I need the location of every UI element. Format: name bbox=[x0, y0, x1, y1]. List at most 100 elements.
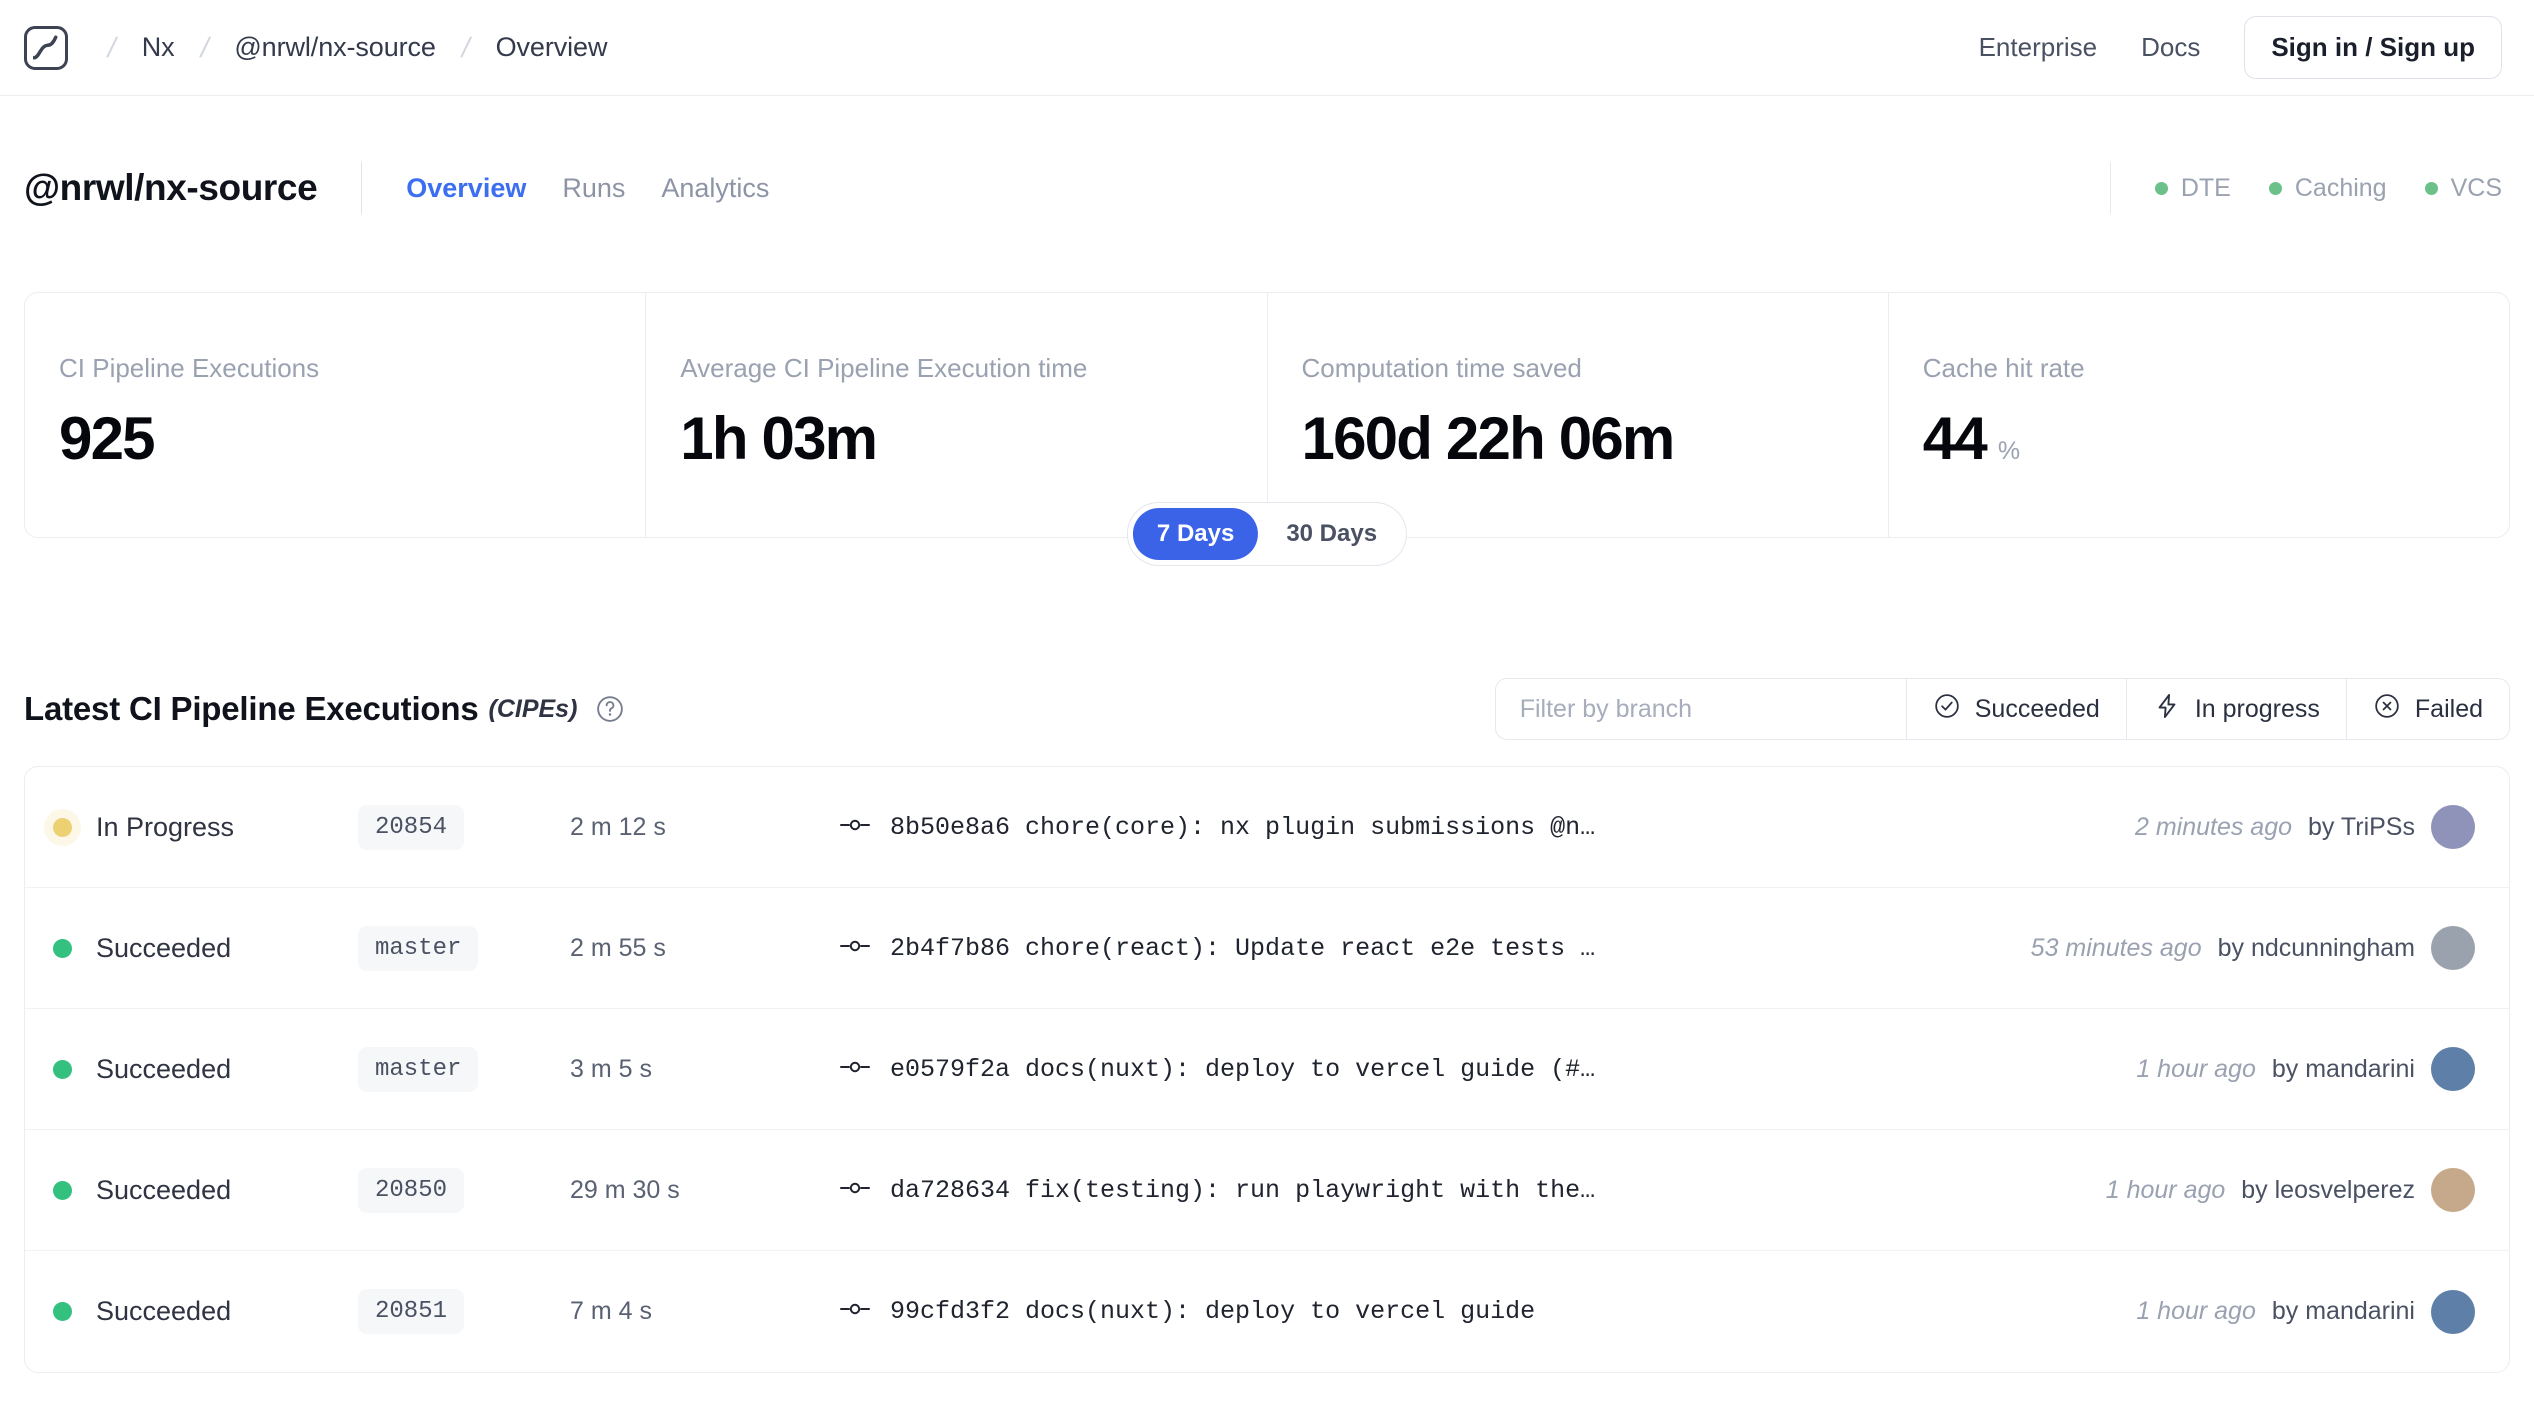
avatar bbox=[2431, 1168, 2475, 1212]
filter-label-in-progress: In progress bbox=[2194, 694, 2320, 723]
git-commit-icon bbox=[840, 1299, 870, 1324]
cipe-filter-bar: Succeeded In progress Failed bbox=[1494, 678, 2510, 740]
row-author: by mandarini bbox=[2271, 1297, 2415, 1325]
row-author: by leosvelperez bbox=[2241, 1175, 2415, 1204]
row-meta: 53 minutes ago by ndcunningham bbox=[2011, 926, 2475, 970]
breadcrumb-item-overview[interactable]: Overview bbox=[495, 32, 608, 62]
stat-card-average-execution-time: Average CI Pipeline Execution time 1h 03… bbox=[646, 293, 1268, 537]
tab-runs[interactable]: Runs bbox=[562, 172, 626, 203]
status-dot-icon bbox=[2424, 181, 2438, 195]
row-author: by mandarini bbox=[2271, 1054, 2415, 1083]
row-duration: 2 m 55 s bbox=[570, 933, 666, 962]
row-author: by TriPSs bbox=[2308, 812, 2415, 841]
row-branch: master bbox=[358, 1046, 570, 1092]
branch-badge[interactable]: master bbox=[358, 925, 479, 971]
stat-label: Computation time saved bbox=[1301, 353, 1582, 383]
table-row[interactable]: Succeeded 20851 7 m 4 s 99cfd3f2 docs(nu… bbox=[25, 1251, 2509, 1372]
row-status-label: Succeeded bbox=[96, 1296, 232, 1326]
commit-message[interactable]: 99cfd3f2 docs(nuxt): deploy to vercel gu… bbox=[890, 1297, 1536, 1326]
commit-message[interactable]: da728634 fix(testing): run playwright wi… bbox=[890, 1175, 1596, 1205]
top-navigation-bar: / Nx / @nrwl/nx-source / Overview Enterp… bbox=[0, 0, 2534, 96]
stat-value-wrapper: 1h 03m bbox=[680, 404, 1232, 473]
range-option-7-days[interactable]: 7 Days bbox=[1132, 508, 1259, 560]
status-dot-icon bbox=[2154, 181, 2168, 195]
nav-link-enterprise[interactable]: Enterprise bbox=[1978, 32, 2098, 62]
nav-link-docs[interactable]: Docs bbox=[2141, 32, 2201, 62]
stat-unit: % bbox=[1997, 437, 2021, 465]
row-commit: 8b50e8a6 chore(core): nx plugin submissi… bbox=[840, 813, 2115, 842]
row-author: by ndcunningham bbox=[2217, 933, 2415, 962]
filter-button-failed[interactable]: Failed bbox=[2345, 679, 2509, 739]
branch-filter-input[interactable] bbox=[1495, 679, 1906, 739]
filter-button-succeeded[interactable]: Succeeded bbox=[1905, 679, 2126, 739]
time-range-toggle: 7 Days 30 Days bbox=[1126, 502, 1408, 566]
filter-label-succeeded: Succeeded bbox=[1974, 694, 2100, 723]
commit-message[interactable]: e0579f2a docs(nuxt): deploy to vercel gu… bbox=[890, 1054, 1596, 1084]
filter-label-failed: Failed bbox=[2414, 694, 2483, 723]
stat-label: CI Pipeline Executions bbox=[59, 353, 320, 383]
git-commit-icon bbox=[840, 815, 870, 840]
avatar bbox=[2431, 1289, 2475, 1334]
commit-message[interactable]: 8b50e8a6 chore(core): nx plugin submissi… bbox=[890, 812, 1596, 842]
row-timestamp: 1 hour ago bbox=[2105, 1175, 2226, 1204]
table-row[interactable]: In Progress 20854 2 m 12 s 8b50e8a6 chor… bbox=[25, 767, 2509, 888]
row-timestamp: 1 hour ago bbox=[2136, 1297, 2256, 1325]
row-timestamp: 1 hour ago bbox=[2136, 1054, 2256, 1083]
commit-message[interactable]: 2b4f7b86 chore(react): Update react e2e … bbox=[890, 933, 1596, 963]
table-row[interactable]: Succeeded master 3 m 5 s e0579f2a docs(n… bbox=[25, 1009, 2509, 1130]
breadcrumb-item-workspace[interactable]: @nrwl/nx-source bbox=[234, 32, 436, 62]
status-dot-icon bbox=[53, 1302, 72, 1321]
avatar bbox=[2431, 1047, 2475, 1091]
status-dot-icon bbox=[53, 1180, 72, 1200]
header-divider bbox=[361, 162, 363, 214]
breadcrumb-separator: / bbox=[197, 31, 212, 63]
row-meta: 1 hour ago by mandarini bbox=[2116, 1047, 2475, 1091]
range-option-30-days[interactable]: 30 Days bbox=[1286, 520, 1378, 547]
tab-analytics[interactable]: Analytics bbox=[661, 172, 770, 203]
row-timestamp: 2 minutes ago bbox=[2134, 812, 2293, 841]
row-branch: master bbox=[358, 925, 570, 971]
health-item-vcs[interactable]: VCS bbox=[2424, 174, 2502, 203]
branch-badge[interactable]: 20851 bbox=[358, 1289, 465, 1334]
row-status: Succeeded bbox=[53, 1175, 358, 1206]
row-status: Succeeded bbox=[53, 1054, 358, 1085]
stat-value: 160d 22h 06m bbox=[1301, 405, 1676, 472]
table-row[interactable]: Succeeded master 2 m 55 s 2b4f7b86 chore… bbox=[25, 888, 2509, 1009]
breadcrumb-item-nx[interactable]: Nx bbox=[141, 32, 175, 62]
health-item-caching[interactable]: Caching bbox=[2268, 174, 2387, 203]
row-meta: 2 minutes ago by TriPSs bbox=[2115, 805, 2475, 849]
row-duration: 3 m 5 s bbox=[570, 1054, 652, 1083]
question-mark-circle-icon[interactable] bbox=[595, 694, 625, 724]
project-tabs: Overview Runs Analytics bbox=[406, 173, 769, 204]
sign-in-sign-up-button[interactable]: Sign in / Sign up bbox=[2244, 16, 2502, 79]
health-indicators: DTE Caching VCS bbox=[2109, 162, 2502, 214]
breadcrumb-separator: / bbox=[104, 31, 120, 63]
tab-overview[interactable]: Overview bbox=[406, 172, 527, 203]
stat-value: 925 bbox=[59, 405, 156, 472]
stats-section: CI Pipeline Executions 925 Average CI Pi… bbox=[0, 292, 2534, 566]
health-item-dte[interactable]: DTE bbox=[2154, 174, 2231, 203]
stat-card-group: CI Pipeline Executions 925 Average CI Pi… bbox=[24, 292, 2510, 538]
nx-logo-icon[interactable] bbox=[24, 25, 68, 70]
avatar bbox=[2431, 805, 2475, 849]
breadcrumb-separator: / bbox=[458, 31, 474, 63]
stat-value: 1h 03m bbox=[680, 405, 878, 472]
branch-badge[interactable]: master bbox=[358, 1046, 479, 1092]
row-branch: 20854 bbox=[358, 804, 570, 850]
branch-badge[interactable]: 20854 bbox=[358, 804, 465, 850]
row-status: In Progress bbox=[53, 812, 358, 843]
table-row[interactable]: Succeeded 20850 29 m 30 s da728634 fix(t… bbox=[25, 1130, 2509, 1251]
cipe-subtitle: (CIPEs) bbox=[488, 694, 578, 723]
row-status: Succeeded bbox=[53, 933, 358, 964]
health-divider bbox=[2109, 162, 2111, 214]
stat-card-ci-pipeline-executions: CI Pipeline Executions 925 bbox=[25, 293, 647, 537]
lightning-bolt-icon bbox=[2153, 692, 2181, 727]
git-commit-icon bbox=[840, 936, 870, 961]
row-commit: e0579f2a docs(nuxt): deploy to vercel gu… bbox=[840, 1055, 2116, 1084]
row-branch: 20851 bbox=[358, 1289, 570, 1334]
check-circle-icon bbox=[1933, 692, 1961, 727]
status-dot-icon bbox=[53, 817, 72, 837]
filter-button-in-progress[interactable]: In progress bbox=[2125, 679, 2346, 739]
branch-badge[interactable]: 20850 bbox=[358, 1167, 465, 1213]
stat-label: Average CI Pipeline Execution time bbox=[680, 353, 1088, 383]
